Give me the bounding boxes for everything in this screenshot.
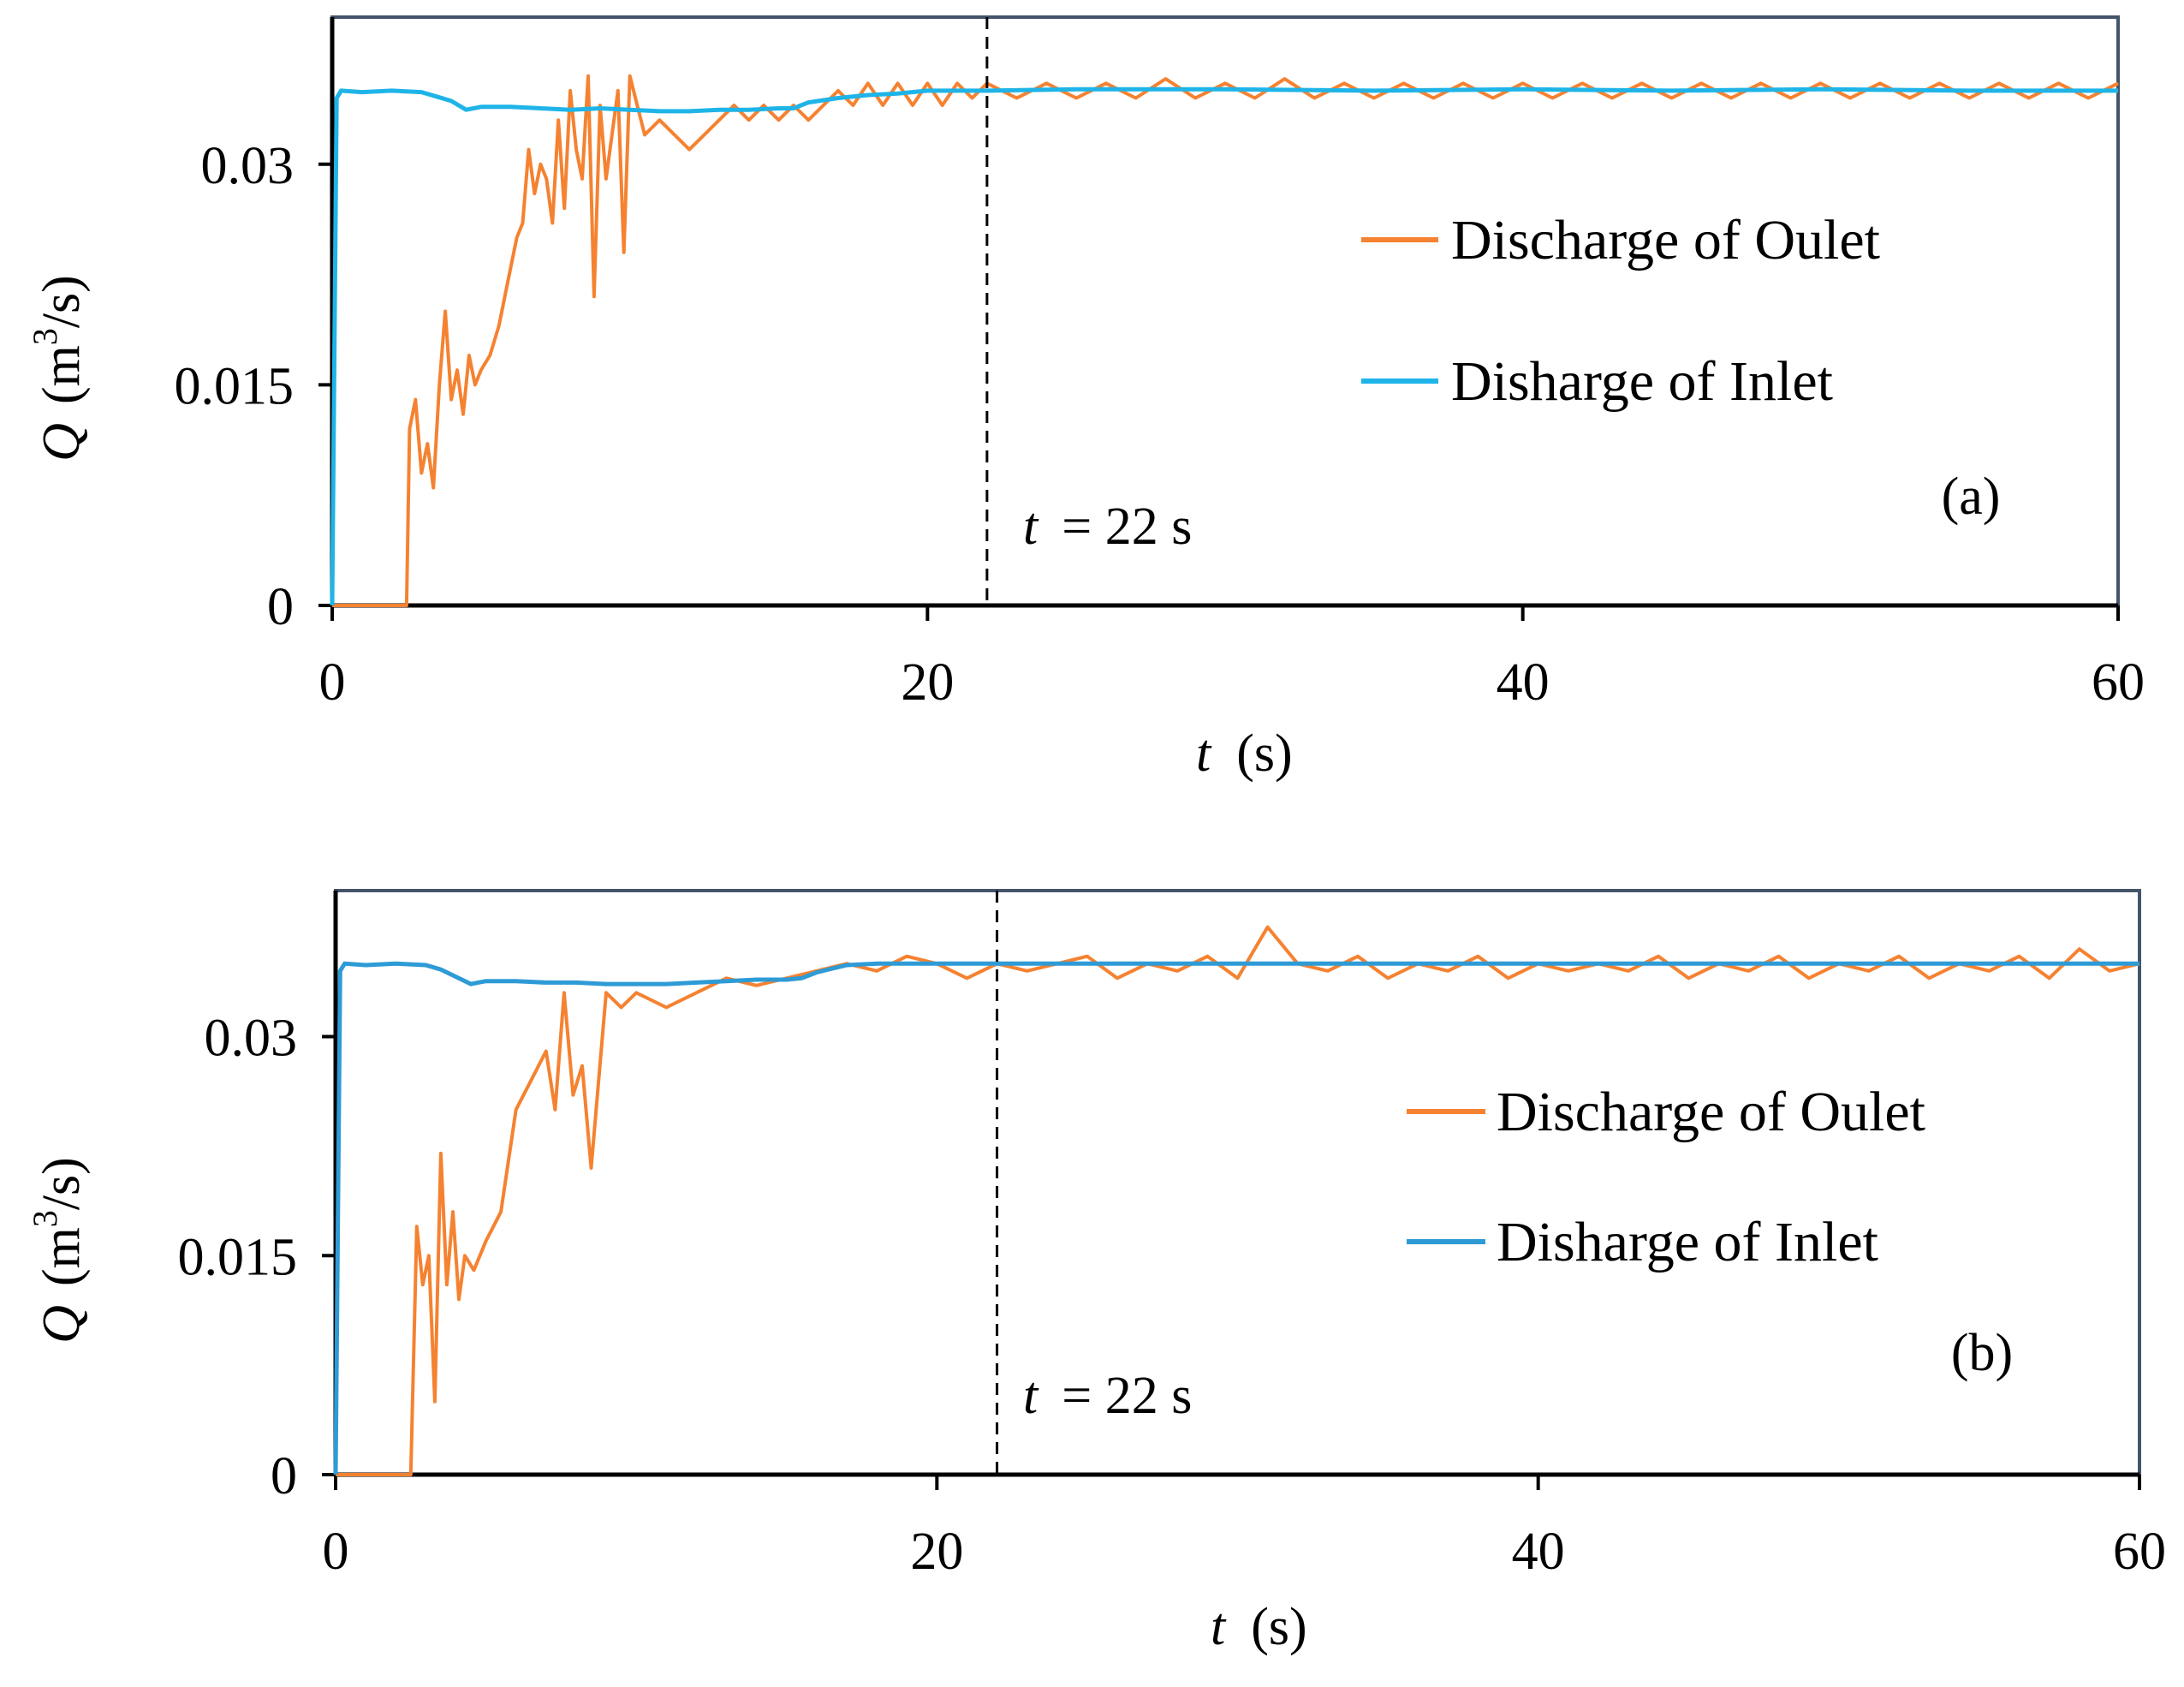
x-axis-title: t (s) [1196,724,1293,783]
y-tick-label: 0.03 [205,1010,298,1068]
y-tick-label: 0.015 [175,357,295,415]
x-tick-label: 0 [319,653,346,712]
legend-label-inlet: Disharge of Inlet [1451,350,1833,413]
legend-label-inlet: Disharge of Inlet [1497,1211,1878,1273]
y-tick-label: 0.03 [201,137,295,195]
vline-annotation: t = 22 s [1023,498,1192,556]
y-tick-label: 0 [267,578,294,636]
x-tick-label: 40 [1497,653,1550,712]
x-tick-label: 20 [910,1523,963,1581]
series-line-outlet [332,74,2119,607]
chart-panel-a: 0 20 40 60 0 0.015 0.03 t (s) Q(m3/s) t = 22 s Disch… [26,15,2145,783]
x-axis-title: t (s) [1211,1598,1307,1656]
y-axis-title: Q(m3/s) [26,1157,91,1344]
x-tick-label: 40 [1512,1523,1565,1581]
series-line-outlet [336,925,2140,1476]
y-tick-label: 0.015 [178,1228,298,1286]
legend-label-outlet: Discharge of Oulet [1497,1081,1925,1143]
x-tick-label: 60 [2113,1523,2166,1581]
panel-label: (b) [1951,1324,2013,1382]
y-axis-title: Q(m3/s) [26,275,91,462]
vline-annotation: t = 22 s [1023,1367,1192,1425]
x-tick-label: 20 [901,653,954,712]
panel-label: (a) [1942,468,2001,526]
series-line-inlet [333,961,2139,1475]
x-tick-label: 60 [2092,653,2145,712]
series-line-inlet [330,86,2118,606]
y-tick-label: 0 [271,1447,297,1505]
chart-panel-b: 0 20 40 60 0 0.015 0.03 t (s) Q(m3/s) t = 22 s Disch… [26,889,2166,1656]
legend-label-outlet: Discharge of Oulet [1451,209,1880,271]
x-tick-label: 0 [323,1523,349,1581]
